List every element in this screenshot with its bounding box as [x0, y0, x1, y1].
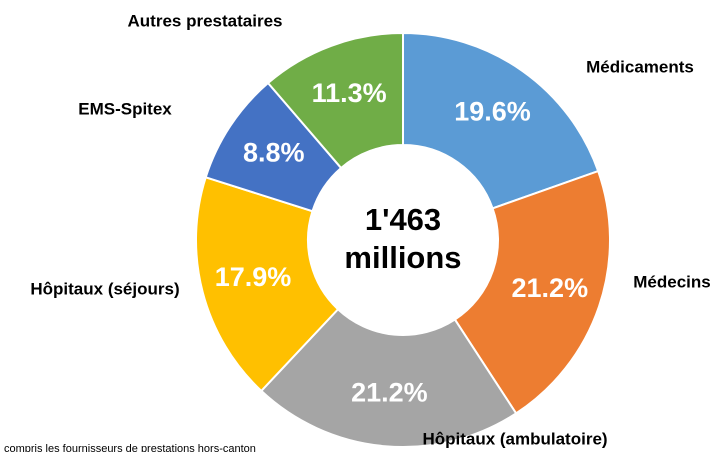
category-label: Hôpitaux (ambulatoire) [422, 429, 607, 448]
value-label: 19.6% [454, 97, 531, 127]
category-label: Hôpitaux (séjours) [30, 279, 179, 298]
value-label: 8.8% [243, 138, 305, 168]
donut-slice [266, 31, 404, 170]
donut-slice [453, 169, 611, 415]
footnote: compris les fournisseurs de prestations … [4, 443, 256, 452]
value-label: 17.9% [215, 262, 292, 292]
value-label: 21.2% [351, 378, 428, 408]
category-label: Autres prestataires [128, 11, 283, 30]
category-label: Médecins [633, 272, 710, 291]
donut-slice [402, 31, 600, 210]
value-label: 21.2% [512, 273, 589, 303]
center-unit: millions [344, 240, 461, 275]
center-total: 1'463 [365, 202, 441, 237]
donut-slice [259, 307, 518, 448]
category-label: EMS-Spitex [78, 99, 172, 118]
category-label: Médicaments [586, 57, 694, 76]
donut-slice [195, 176, 340, 393]
value-label: 11.3% [312, 78, 387, 108]
